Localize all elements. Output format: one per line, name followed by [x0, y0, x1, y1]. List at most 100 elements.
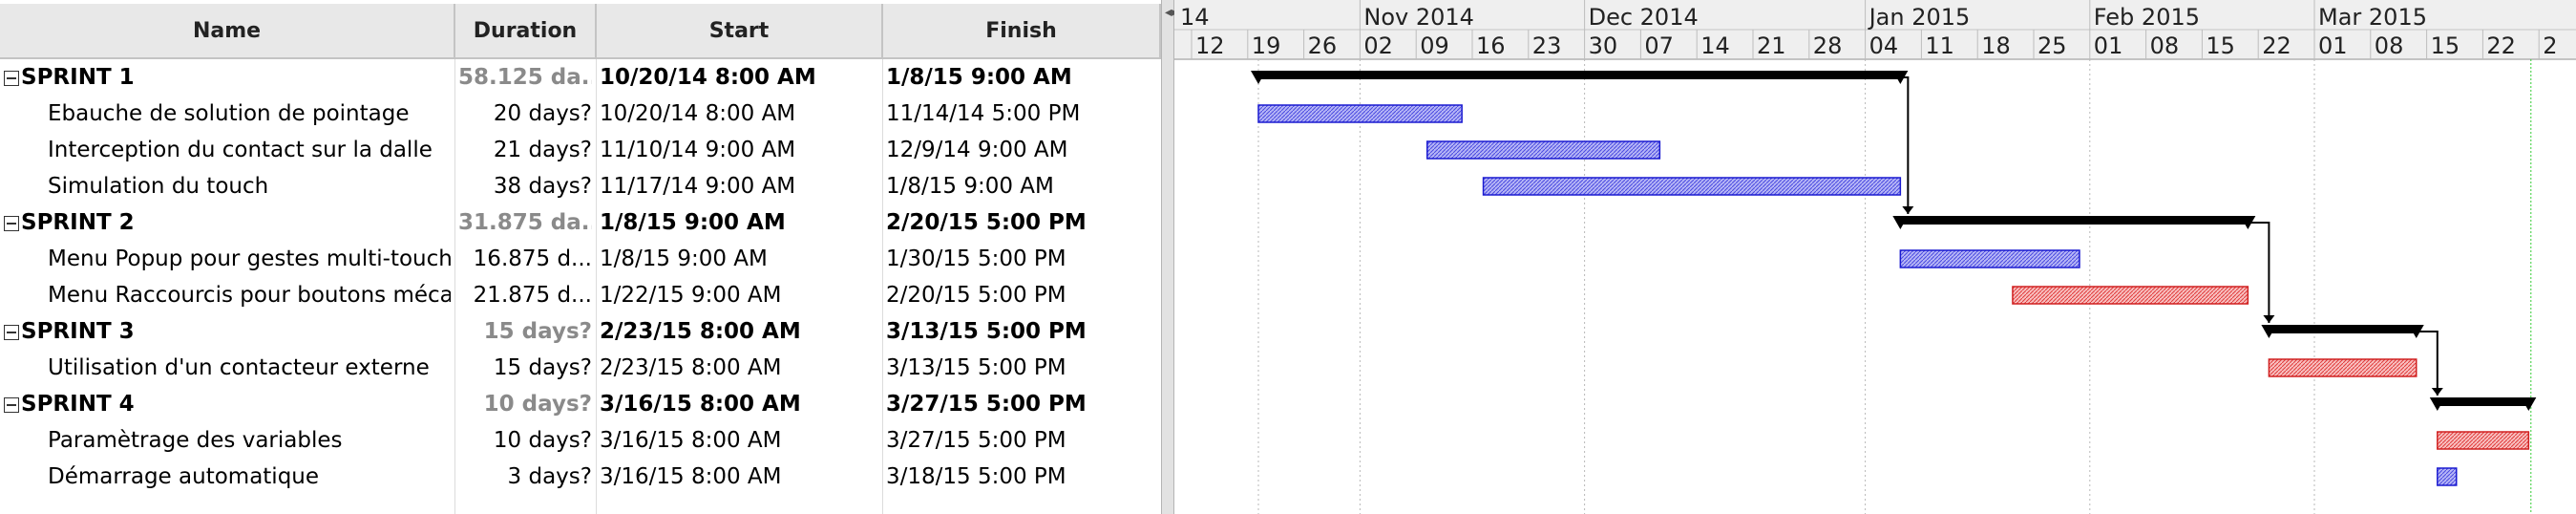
task-start[interactable]: 11/17/14 9:00 AM [600, 174, 796, 199]
task-duration[interactable]: 10 days? [483, 392, 592, 417]
task-duration[interactable]: 3 days? [507, 464, 592, 489]
task-start[interactable]: 2/23/15 8:00 AM [600, 355, 782, 380]
column-header-finish[interactable]: Finish [883, 4, 1161, 59]
task-finish[interactable]: 1/8/15 9:00 AM [886, 174, 1054, 199]
collapse-toggle-icon[interactable] [4, 216, 19, 231]
critical-task-bar [2437, 431, 2530, 450]
task-name: Menu Raccourcis pour boutons méca [48, 283, 451, 308]
task-finish[interactable]: 3/27/15 5:00 PM [886, 428, 1066, 453]
collapse-toggle-icon[interactable] [4, 397, 19, 413]
week-label: 22 [2262, 32, 2291, 59]
task-name-cell[interactable]: SPRINT 3 [0, 313, 451, 350]
summary-bar [1258, 71, 1901, 79]
task-start[interactable]: 3/16/15 8:00 AM [600, 392, 801, 417]
task-name-cell[interactable]: Démarrage automatique [0, 459, 451, 495]
task-name-cell[interactable]: Paramètrage des variables [0, 422, 451, 459]
column-header-duration[interactable]: Duration [455, 4, 597, 59]
task-duration[interactable]: 15 days? [493, 355, 592, 380]
summary-start-cap [2429, 397, 2445, 411]
task-start[interactable]: 3/16/15 8:00 AM [600, 428, 782, 453]
task-finish[interactable]: 3/18/15 5:00 PM [886, 464, 1066, 489]
task-start[interactable]: 10/20/14 8:00 AM [600, 65, 816, 90]
month-label: Nov 2014 [1363, 4, 1474, 31]
task-name-cell[interactable]: SPRINT 1 [0, 59, 451, 96]
task-row[interactable]: Ebauche de solution de pointage 20 days? 1… [0, 96, 1161, 132]
collapse-toggle-icon[interactable] [4, 325, 19, 340]
task-row[interactable]: Simulation du touch 38 days? 11/17/14 9:00… [0, 168, 1161, 204]
task-finish[interactable]: 3/27/15 5:00 PM [886, 392, 1087, 417]
week-label: 19 [1252, 32, 1281, 59]
task-name-cell[interactable]: Interception du contact sur la dalle [0, 132, 451, 168]
task-row[interactable]: Paramètrage des variables 10 days? 3/16/15… [0, 422, 1161, 459]
column-header-duration-label: Duration [473, 18, 578, 43]
summary-bar [1900, 216, 2249, 225]
week-label: 14 [1700, 32, 1730, 59]
task-name-cell[interactable]: SPRINT 4 [0, 386, 451, 422]
task-row[interactable]: Interception du contact sur la dalle 21 d… [0, 132, 1161, 168]
week-label: 21 [1757, 32, 1786, 59]
task-name: SPRINT 1 [21, 65, 135, 90]
task-name-cell[interactable]: Utilisation d'un contacteur externe [0, 350, 451, 386]
column-header-start-label: Start [708, 18, 770, 43]
task-name-cell[interactable]: Menu Popup pour gestes multi-touch [0, 241, 451, 277]
task-row[interactable]: Démarrage automatique 3 days? 3/16/15 8:00… [0, 459, 1161, 495]
task-finish[interactable]: 1/8/15 9:00 AM [886, 65, 1072, 90]
task-start[interactable]: 3/16/15 8:00 AM [600, 464, 782, 489]
task-duration[interactable]: 38 days? [493, 174, 592, 199]
task-start[interactable]: 1/8/15 9:00 AM [600, 246, 768, 271]
summary-task-row[interactable]: SPRINT 4 10 days? 3/16/15 8:00 AM 3/27/15 5… [0, 386, 1161, 422]
task-name-cell[interactable]: Menu Raccourcis pour boutons méca [0, 277, 451, 313]
task-row[interactable]: Menu Popup pour gestes multi-touch 16.875… [0, 241, 1161, 277]
task-start[interactable]: 2/23/15 8:00 AM [600, 319, 801, 344]
column-header-name[interactable]: Name [0, 4, 455, 59]
task-finish[interactable]: 2/20/15 5:00 PM [886, 210, 1087, 235]
task-duration[interactable]: 15 days? [483, 319, 592, 344]
task-name-cell[interactable]: Simulation du touch [0, 168, 451, 204]
column-header-start[interactable]: Start [597, 4, 883, 59]
summary-start-cap [2261, 325, 2277, 338]
task-finish[interactable]: 2/20/15 5:00 PM [886, 283, 1066, 308]
pane-splitter[interactable]: ◂▸ [1161, 0, 1178, 514]
task-duration[interactable]: 58.125 da... [458, 65, 592, 90]
critical-task-bar [2012, 286, 2249, 305]
task-start[interactable]: 1/8/15 9:00 AM [600, 210, 786, 235]
task-row[interactable]: Menu Raccourcis pour boutons méca 21.875 … [0, 277, 1161, 313]
task-start[interactable]: 1/22/15 9:00 AM [600, 283, 782, 308]
collapse-toggle-icon[interactable] [4, 71, 19, 86]
task-duration[interactable]: 20 days? [493, 101, 592, 126]
week-label: 08 [2375, 32, 2404, 59]
column-divider [882, 59, 883, 514]
summary-task-row[interactable]: SPRINT 2 31.875 da... 1/8/15 9:00 AM 2/20/1… [0, 204, 1161, 241]
task-finish[interactable]: 3/13/15 5:00 PM [886, 355, 1066, 380]
week-label: 09 [1420, 32, 1449, 59]
task-name: SPRINT 2 [21, 210, 135, 235]
task-finish[interactable]: 1/30/15 5:00 PM [886, 246, 1066, 271]
task-name-cell[interactable]: Ebauche de solution de pointage [0, 96, 451, 132]
task-finish[interactable]: 3/13/15 5:00 PM [886, 319, 1087, 344]
task-bar [1899, 249, 2080, 268]
week-label: 23 [1532, 32, 1562, 59]
summary-task-row[interactable]: SPRINT 3 15 days? 2/23/15 8:00 AM 3/13/15 5… [0, 313, 1161, 350]
task-start[interactable]: 11/10/14 9:00 AM [600, 138, 796, 162]
dependency-arrow [1900, 76, 1910, 214]
task-name: SPRINT 4 [21, 392, 135, 417]
task-duration[interactable]: 16.875 d... [473, 246, 592, 271]
task-finish[interactable]: 11/14/14 5:00 PM [886, 101, 1081, 126]
summary-task-row[interactable]: SPRINT 1 58.125 da... 10/20/14 8:00 AM 1/8/… [0, 59, 1161, 96]
task-name-cell[interactable]: SPRINT 2 [0, 204, 451, 241]
gantt-bars [1251, 71, 2537, 486]
task-duration[interactable]: 31.875 da... [458, 210, 592, 235]
task-finish[interactable]: 12/9/14 9:00 AM [886, 138, 1068, 162]
column-divider [454, 59, 455, 514]
task-name: Menu Popup pour gestes multi-touch [48, 246, 451, 271]
task-duration[interactable]: 21 days? [493, 138, 592, 162]
task-row[interactable]: Utilisation d'un contacteur externe 15 da… [0, 350, 1161, 386]
week-label: 01 [2094, 32, 2123, 59]
task-duration[interactable]: 10 days? [493, 428, 592, 453]
task-bar [2437, 467, 2458, 486]
task-start[interactable]: 10/20/14 8:00 AM [600, 101, 796, 126]
task-duration[interactable]: 21.875 d... [473, 283, 592, 308]
week-label: 08 [2150, 32, 2180, 59]
task-name: Interception du contact sur la dalle [48, 138, 433, 162]
month-label: Jan 2015 [1868, 4, 1971, 31]
